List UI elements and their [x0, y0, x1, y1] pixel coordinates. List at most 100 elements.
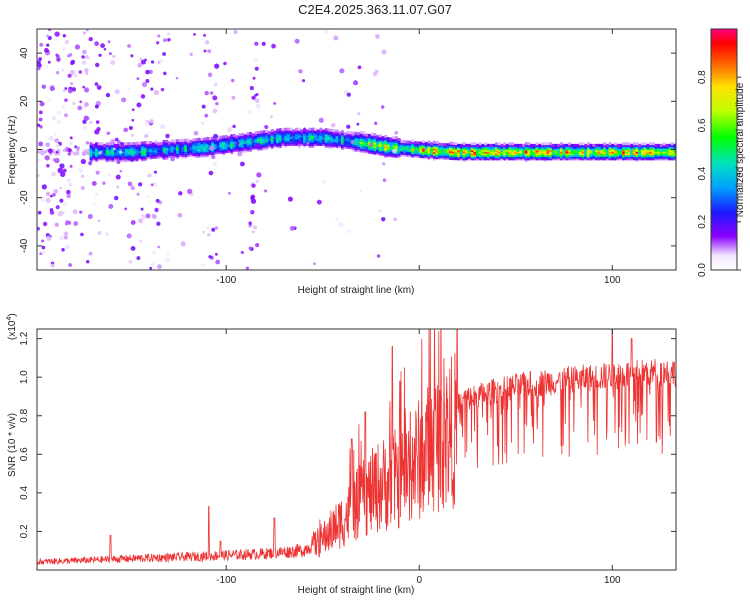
spectrogram-cell — [276, 128, 280, 132]
spectrogram-cell — [135, 141, 139, 145]
spectrogram-cells — [37, 29, 676, 270]
spectrogram-speckle — [61, 104, 66, 109]
spectrogram-speckle — [37, 67, 41, 71]
spectrogram-cell — [367, 133, 372, 138]
spectrogram-cell — [159, 141, 164, 146]
spectrogram-speckle — [115, 137, 119, 142]
spectrogram-cell — [292, 129, 296, 133]
spectrogram-speckle — [73, 73, 78, 78]
spectrogram-cell — [192, 138, 196, 142]
spectrogram-speckle — [107, 40, 111, 44]
spectrogram-speckle — [298, 140, 303, 145]
spectrogram-cell — [403, 140, 407, 144]
spectrogram-speckle — [67, 220, 72, 225]
spectrogram-speckle — [64, 98, 68, 102]
spectrogram-speckle — [74, 44, 81, 50]
spectrogram-speckle — [248, 221, 252, 225]
spectrogram-speckle — [71, 87, 77, 92]
spectrogram-speckle — [46, 163, 50, 168]
spectrogram-cell — [500, 143, 504, 148]
spectrogram-cell — [400, 139, 404, 144]
spectrogram-cell — [273, 130, 277, 134]
spectrogram-speckle — [289, 225, 295, 231]
spectrogram-cell — [635, 142, 639, 146]
spectrogram-cell — [638, 143, 642, 148]
spectrogram-cell — [557, 143, 561, 148]
spectrogram-speckle — [375, 34, 380, 39]
spectrogram-speckle — [144, 121, 150, 127]
spectrogram-cell — [278, 128, 282, 132]
spectrogram-cell — [149, 140, 153, 145]
spectrogram-speckle — [136, 102, 142, 108]
y-tick-label: 40 — [19, 47, 30, 59]
y-tick-label: -40 — [19, 238, 30, 253]
spectrogram-cell — [570, 143, 574, 148]
spectrogram-cell — [267, 131, 272, 135]
spectrogram-cell — [673, 143, 676, 148]
spectrogram-speckle — [64, 244, 70, 250]
spectrogram-speckle — [160, 152, 166, 158]
spectrogram-speckle — [374, 69, 379, 74]
spectrogram-speckle — [68, 183, 73, 187]
spectrogram-cell — [324, 128, 328, 132]
spectrogram-speckle — [119, 150, 123, 154]
spectrogram-speckle — [116, 139, 122, 145]
spectrogram-cell — [330, 128, 334, 132]
spectrogram-speckle — [130, 220, 136, 225]
spectrogram-cell — [305, 129, 309, 133]
spectrogram-speckle — [208, 170, 214, 176]
spectrogram-cell — [597, 143, 601, 148]
spectrogram-speckle — [84, 68, 89, 73]
spectrogram-speckle — [154, 207, 159, 213]
spectrogram-cell — [535, 142, 539, 146]
spectrogram-cell — [378, 133, 382, 138]
spectrogram-speckle — [147, 173, 152, 178]
spectrogram-speckle — [145, 69, 150, 75]
y-tick-label: 0.6 — [19, 447, 30, 461]
spectrogram-panel: -100 100 -40 -20 0 20 40 Height of straight li… — [7, 28, 677, 296]
spectrogram-cell — [611, 143, 615, 148]
spectrogram-cell — [173, 139, 177, 143]
spectrogram-cell — [649, 142, 653, 146]
spectrogram-cell — [494, 142, 499, 146]
spectrogram-cell — [416, 141, 420, 145]
spectrogram-speckle — [209, 145, 215, 151]
spectrogram-cell — [349, 131, 353, 135]
spectrogram-speckle — [73, 221, 79, 226]
spectrogram-speckle — [41, 184, 47, 190]
spectrogram-speckle — [37, 158, 41, 163]
spectrogram-cell — [516, 143, 520, 148]
spectrogram-cell — [551, 143, 555, 148]
spectrogram-speckle — [339, 68, 345, 74]
spectrogram-speckle — [223, 61, 227, 66]
spectrogram-cell — [497, 142, 501, 146]
spectrogram-speckle — [100, 43, 105, 49]
spectrogram-speckle — [232, 124, 236, 129]
spectrogram-speckle — [189, 52, 193, 56]
spectrogram-speckle — [150, 183, 154, 187]
spectrogram-speckle — [240, 250, 244, 255]
spectrogram-speckle — [59, 198, 64, 203]
spectrogram-cell — [116, 143, 120, 148]
spectrogram-cell — [165, 139, 169, 144]
spectrogram-cell — [405, 140, 409, 144]
spectrogram-speckle — [346, 124, 351, 129]
spectrogram-speckle — [165, 257, 171, 263]
spectrogram-speckle — [72, 209, 78, 215]
spectrogram-speckle — [350, 140, 355, 144]
spectrogram-cell — [130, 141, 134, 146]
spectrogram-speckle — [88, 37, 93, 42]
spectrogram-speckle — [128, 259, 133, 264]
spectrogram-speckle — [52, 192, 56, 197]
colorbar-ticks: 0.0 0.2 0.4 0.6 0.8 — [697, 70, 741, 277]
spectrogram-cell — [351, 131, 355, 135]
spectrogram-speckle — [59, 186, 63, 190]
spectrogram-speckle — [97, 231, 102, 235]
spectrogram-speckle — [193, 32, 196, 36]
spectrogram-speckle — [136, 77, 140, 81]
spectrogram-speckle — [156, 221, 161, 226]
spectrogram-speckle — [67, 88, 73, 94]
spectrogram-speckle — [235, 141, 240, 146]
spectrogram-speckle — [41, 245, 46, 250]
spectrogram-speckle — [203, 33, 207, 37]
